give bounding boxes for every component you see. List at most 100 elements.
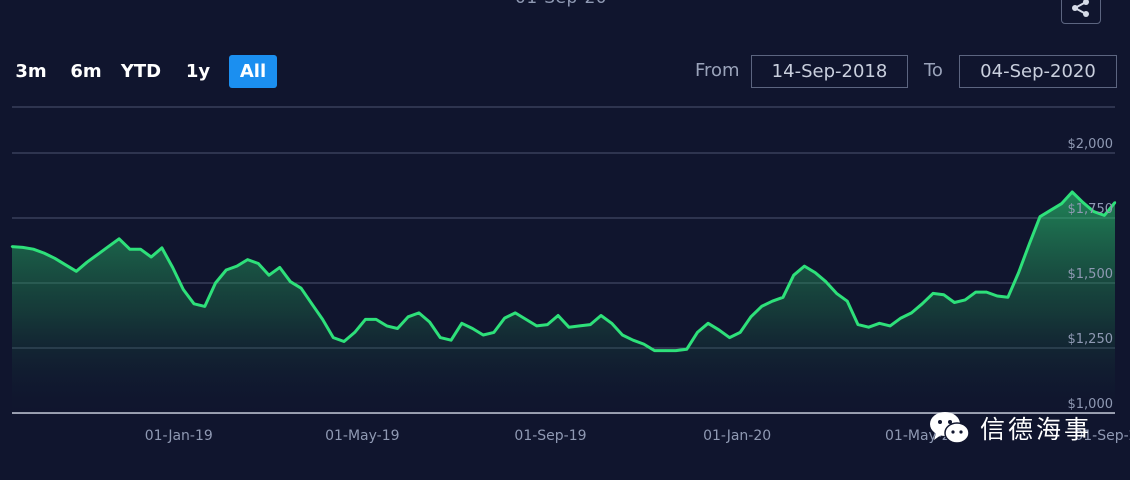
data-point [214,281,217,285]
data-point [75,270,78,273]
data-point [235,264,239,268]
watermark-text: 信德海事 [980,415,1093,444]
data-point [139,248,142,251]
data-point [460,322,463,325]
data-point [364,318,367,321]
data-point [107,245,110,248]
data-point [428,320,431,324]
data-point [278,266,281,269]
data-point [449,339,453,342]
data-point [589,323,592,326]
data-point [203,305,206,308]
data-point [267,274,271,277]
data-point [32,248,35,251]
data-point [1113,201,1117,204]
data-point [150,255,153,259]
range-3m-button[interactable]: 3m [15,61,47,82]
price-series-line [11,190,1117,353]
data-point [996,294,999,298]
data-point [407,315,410,318]
range-all-button[interactable]: All [229,55,277,88]
x-tick-label: 01-May-19 [325,428,399,444]
data-point [396,327,399,330]
data-point [439,336,442,339]
data-point [749,315,753,318]
range-ytd-button[interactable]: YTD [120,61,162,82]
data-point [246,258,249,261]
data-point [21,246,24,249]
data-point [85,261,89,264]
data-point [674,349,678,352]
share-button[interactable] [1061,0,1101,24]
data-point [385,324,388,328]
y-tick-label: $1,250 [1068,332,1114,347]
data-point [717,328,720,331]
data-point [10,245,14,248]
price-area-fill [12,192,1115,413]
data-point [192,302,196,305]
data-point [342,340,346,343]
data-point [696,331,699,334]
data-point [128,248,131,251]
data-point [96,253,99,256]
data-point [42,251,46,255]
data-point [878,322,881,325]
to-date-input[interactable]: 04-Sep-2020 [959,55,1117,88]
data-point [1028,242,1031,246]
data-point [771,300,774,303]
data-point [963,298,967,302]
data-point [985,290,988,294]
watermark: 信德海事 [928,410,1092,446]
data-point [835,292,838,295]
data-point [417,311,421,315]
data-point [546,323,549,326]
data-point [374,318,378,321]
data-point [685,348,688,351]
data-point [846,300,849,303]
data-point [1081,201,1085,204]
data-point [160,246,164,250]
from-date-input[interactable]: 14-Sep-2018 [751,55,908,88]
data-point [706,322,710,325]
to-label: To [924,60,943,81]
data-point [567,326,571,329]
data-point [64,263,67,266]
data-point [856,323,860,326]
range-6m-button[interactable]: 6m [70,61,102,82]
data-point [781,296,785,299]
data-point [1092,210,1095,213]
data-point [321,318,324,321]
data-point [225,268,228,272]
data-point [888,324,892,328]
wechat-icon [930,412,970,444]
data-point [1060,202,1063,205]
data-point [760,305,763,308]
data-point [664,349,667,352]
data-point [1071,190,1074,194]
data-point [814,271,817,274]
data-point [578,324,581,328]
data-point [803,264,806,268]
data-point [899,316,902,320]
share-icon [1072,0,1089,17]
top-date-label: 01-Sep-20 [515,0,607,8]
data-point [974,290,977,294]
data-point [910,311,913,315]
data-point [257,262,260,265]
data-point [921,302,924,305]
data-point [792,274,795,277]
data-point [953,301,956,304]
data-point [824,280,828,283]
data-point [471,327,474,330]
data-point [332,336,335,339]
data-point [739,331,742,334]
data-point [728,336,731,339]
y-tick-label: $2,000 [1068,137,1114,152]
range-1y-button[interactable]: 1y [185,61,211,82]
x-tick-label: 01-Sep-19 [514,428,586,444]
x-tick-label: 01-Jan-20 [703,428,771,444]
data-point [556,314,560,317]
data-point [931,292,935,295]
data-point [942,293,945,296]
data-point [53,257,56,260]
